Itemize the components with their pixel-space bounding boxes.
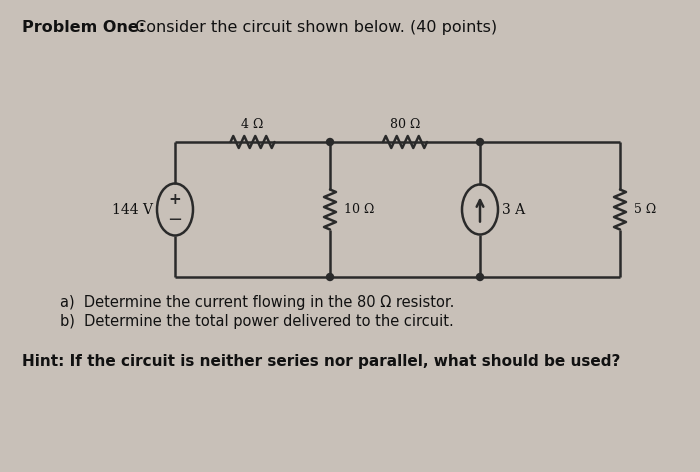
Circle shape bbox=[477, 273, 484, 280]
Text: 4 Ω: 4 Ω bbox=[241, 118, 264, 131]
Text: 3 A: 3 A bbox=[502, 202, 525, 217]
Circle shape bbox=[326, 138, 333, 145]
Text: 144 V: 144 V bbox=[112, 202, 153, 217]
Circle shape bbox=[326, 273, 333, 280]
Circle shape bbox=[477, 138, 484, 145]
Text: Consider the circuit shown below. (40 points): Consider the circuit shown below. (40 po… bbox=[130, 20, 497, 35]
Text: 10 Ω: 10 Ω bbox=[344, 203, 374, 216]
Text: +: + bbox=[169, 192, 181, 207]
Text: −: − bbox=[167, 211, 183, 228]
Text: b)  Determine the total power delivered to the circuit.: b) Determine the total power delivered t… bbox=[60, 314, 454, 329]
Text: a)  Determine the current flowing in the 80 Ω resistor.: a) Determine the current flowing in the … bbox=[60, 295, 454, 310]
Text: 80 Ω: 80 Ω bbox=[390, 118, 420, 131]
Text: 5 Ω: 5 Ω bbox=[634, 203, 657, 216]
Text: Problem One:: Problem One: bbox=[22, 20, 145, 35]
Text: Hint: If the circuit is neither series nor parallel, what should be used?: Hint: If the circuit is neither series n… bbox=[22, 354, 620, 369]
